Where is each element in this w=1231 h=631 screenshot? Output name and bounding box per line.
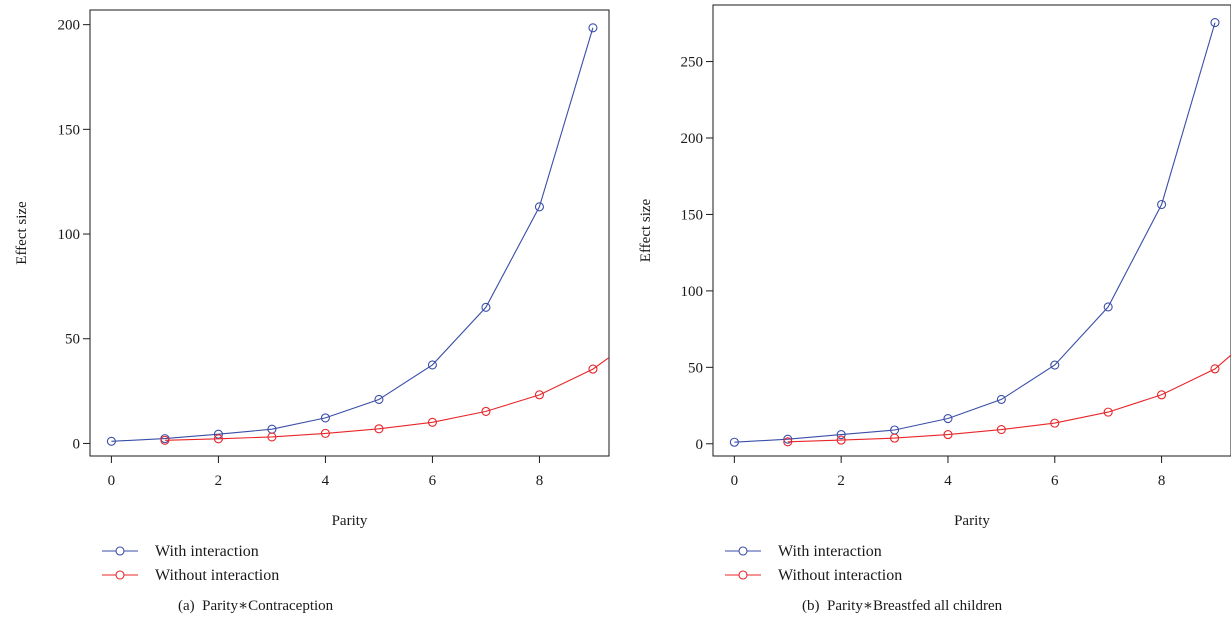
- x-tick-label: 6: [429, 473, 437, 489]
- y-tick-label: 150: [681, 207, 704, 223]
- x-tick-label: 0: [731, 473, 739, 489]
- data-point: [320, 413, 330, 423]
- x-tick-label: 2: [837, 473, 845, 489]
- x-tick-label: 6: [1051, 473, 1059, 489]
- data-point: [160, 435, 170, 445]
- data-point: [783, 434, 793, 444]
- caption-b: (b) Parity∗Breastfed all children: [802, 598, 1003, 614]
- y-tick-label: 150: [58, 122, 81, 138]
- data-point: [481, 302, 491, 312]
- data-point: [588, 23, 598, 33]
- y-axis-label: Effect size: [638, 198, 654, 262]
- x-tick-label: 8: [536, 473, 544, 489]
- chart-panel: 0 50 100 150 200 250 0 2 4 6 8 Parity Effect size Wit…: [638, 4, 1231, 584]
- legend-label: With interaction: [778, 543, 882, 560]
- series-line: [164, 357, 609, 441]
- data-point: [427, 417, 437, 427]
- data-point: [374, 394, 384, 405]
- x-tick-label: 2: [215, 473, 223, 489]
- data-point: [783, 437, 793, 447]
- data-point: [943, 413, 953, 424]
- y-tick-label: 200: [58, 18, 81, 34]
- y-tick-label: 0: [696, 437, 704, 453]
- legend-label: With interaction: [155, 543, 259, 560]
- y-tick-label: 250: [681, 55, 704, 71]
- legend: With interaction Without interaction: [725, 543, 902, 584]
- data-point: [890, 433, 900, 443]
- caption-a: (a) Parity∗Contraception: [178, 598, 334, 614]
- data-point: [1157, 199, 1167, 210]
- series-line: [111, 27, 594, 442]
- data-point: [320, 428, 330, 438]
- data-point: [1103, 302, 1113, 312]
- legend-label: Without interaction: [778, 567, 902, 584]
- data-point: [534, 390, 544, 400]
- x-axis-label: Parity: [332, 513, 368, 529]
- chart-panel: 0 50 100 150 200 0 2 4 6 8 Parity Effect size With i…: [14, 9, 610, 584]
- y-tick-label: 100: [58, 227, 81, 243]
- data-point: [1050, 418, 1060, 428]
- data-point: [534, 202, 544, 212]
- series-group: [729, 18, 1231, 447]
- data-point: [996, 394, 1006, 404]
- data-point: [374, 424, 384, 434]
- y-tick-label: 0: [73, 436, 81, 452]
- legend-marker: [738, 570, 748, 580]
- data-point: [836, 435, 846, 445]
- legend-label: Without interaction: [155, 567, 279, 584]
- series-line: [734, 22, 1216, 443]
- data-point: [943, 430, 953, 440]
- plot-frame: [712, 4, 1231, 457]
- x-tick-label: 0: [108, 473, 116, 489]
- data-point: [1210, 18, 1220, 28]
- x-axis-label: Parity: [954, 513, 990, 529]
- data-point: [481, 406, 491, 416]
- legend: With interaction Without interaction: [102, 543, 279, 584]
- y-tick-label: 50: [688, 360, 703, 376]
- series-line: [787, 354, 1231, 443]
- data-point: [588, 364, 598, 374]
- data-point: [1050, 360, 1060, 370]
- y-tick-label: 50: [65, 332, 80, 348]
- y-tick-label: 100: [681, 284, 704, 300]
- data-point: [1210, 364, 1220, 374]
- legend-marker: [115, 570, 125, 580]
- y-tick-label: 200: [681, 131, 704, 147]
- x-tick-label: 4: [944, 473, 952, 489]
- series-group: [106, 23, 609, 446]
- legend-marker: [115, 546, 125, 556]
- x-tick-label: 8: [1158, 473, 1166, 489]
- y-axis-label: Effect size: [14, 201, 30, 265]
- data-point: [1157, 390, 1167, 400]
- data-point: [213, 429, 223, 439]
- data-point: [106, 436, 116, 446]
- data-point: [427, 360, 437, 370]
- data-point: [1103, 407, 1113, 417]
- data-point: [729, 437, 739, 447]
- data-point: [213, 434, 223, 444]
- plot-frame: [89, 9, 610, 457]
- x-tick-label: 4: [322, 473, 330, 489]
- legend-marker: [738, 546, 748, 556]
- data-point: [267, 432, 277, 442]
- data-point: [836, 430, 846, 440]
- data-point: [996, 425, 1006, 435]
